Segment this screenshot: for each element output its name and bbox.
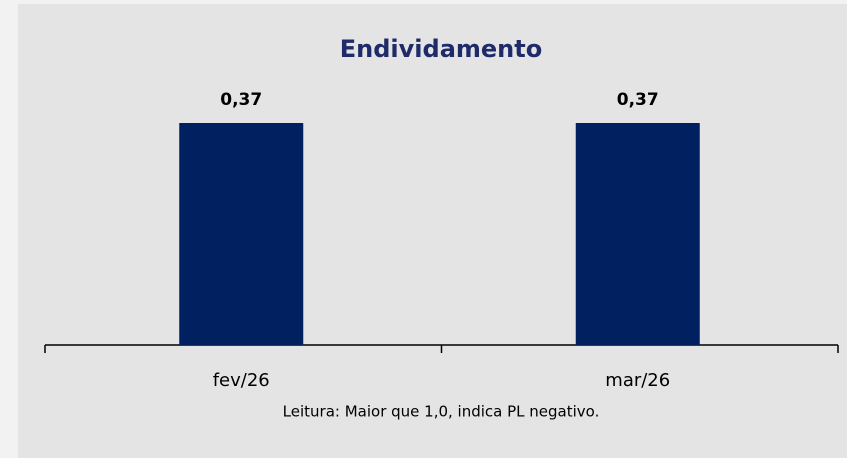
chart-background	[18, 4, 847, 458]
x-tick-label: mar/26	[605, 370, 670, 391]
value-label: 0,37	[220, 90, 262, 110]
bar	[575, 123, 700, 345]
chart-note: Leitura: Maior que 1,0, indica PL negati…	[283, 403, 600, 421]
x-tick-label: fev/26	[213, 370, 270, 391]
chart-title: Endividamento	[340, 35, 542, 63]
bar	[179, 123, 304, 345]
value-label: 0,37	[617, 90, 659, 110]
